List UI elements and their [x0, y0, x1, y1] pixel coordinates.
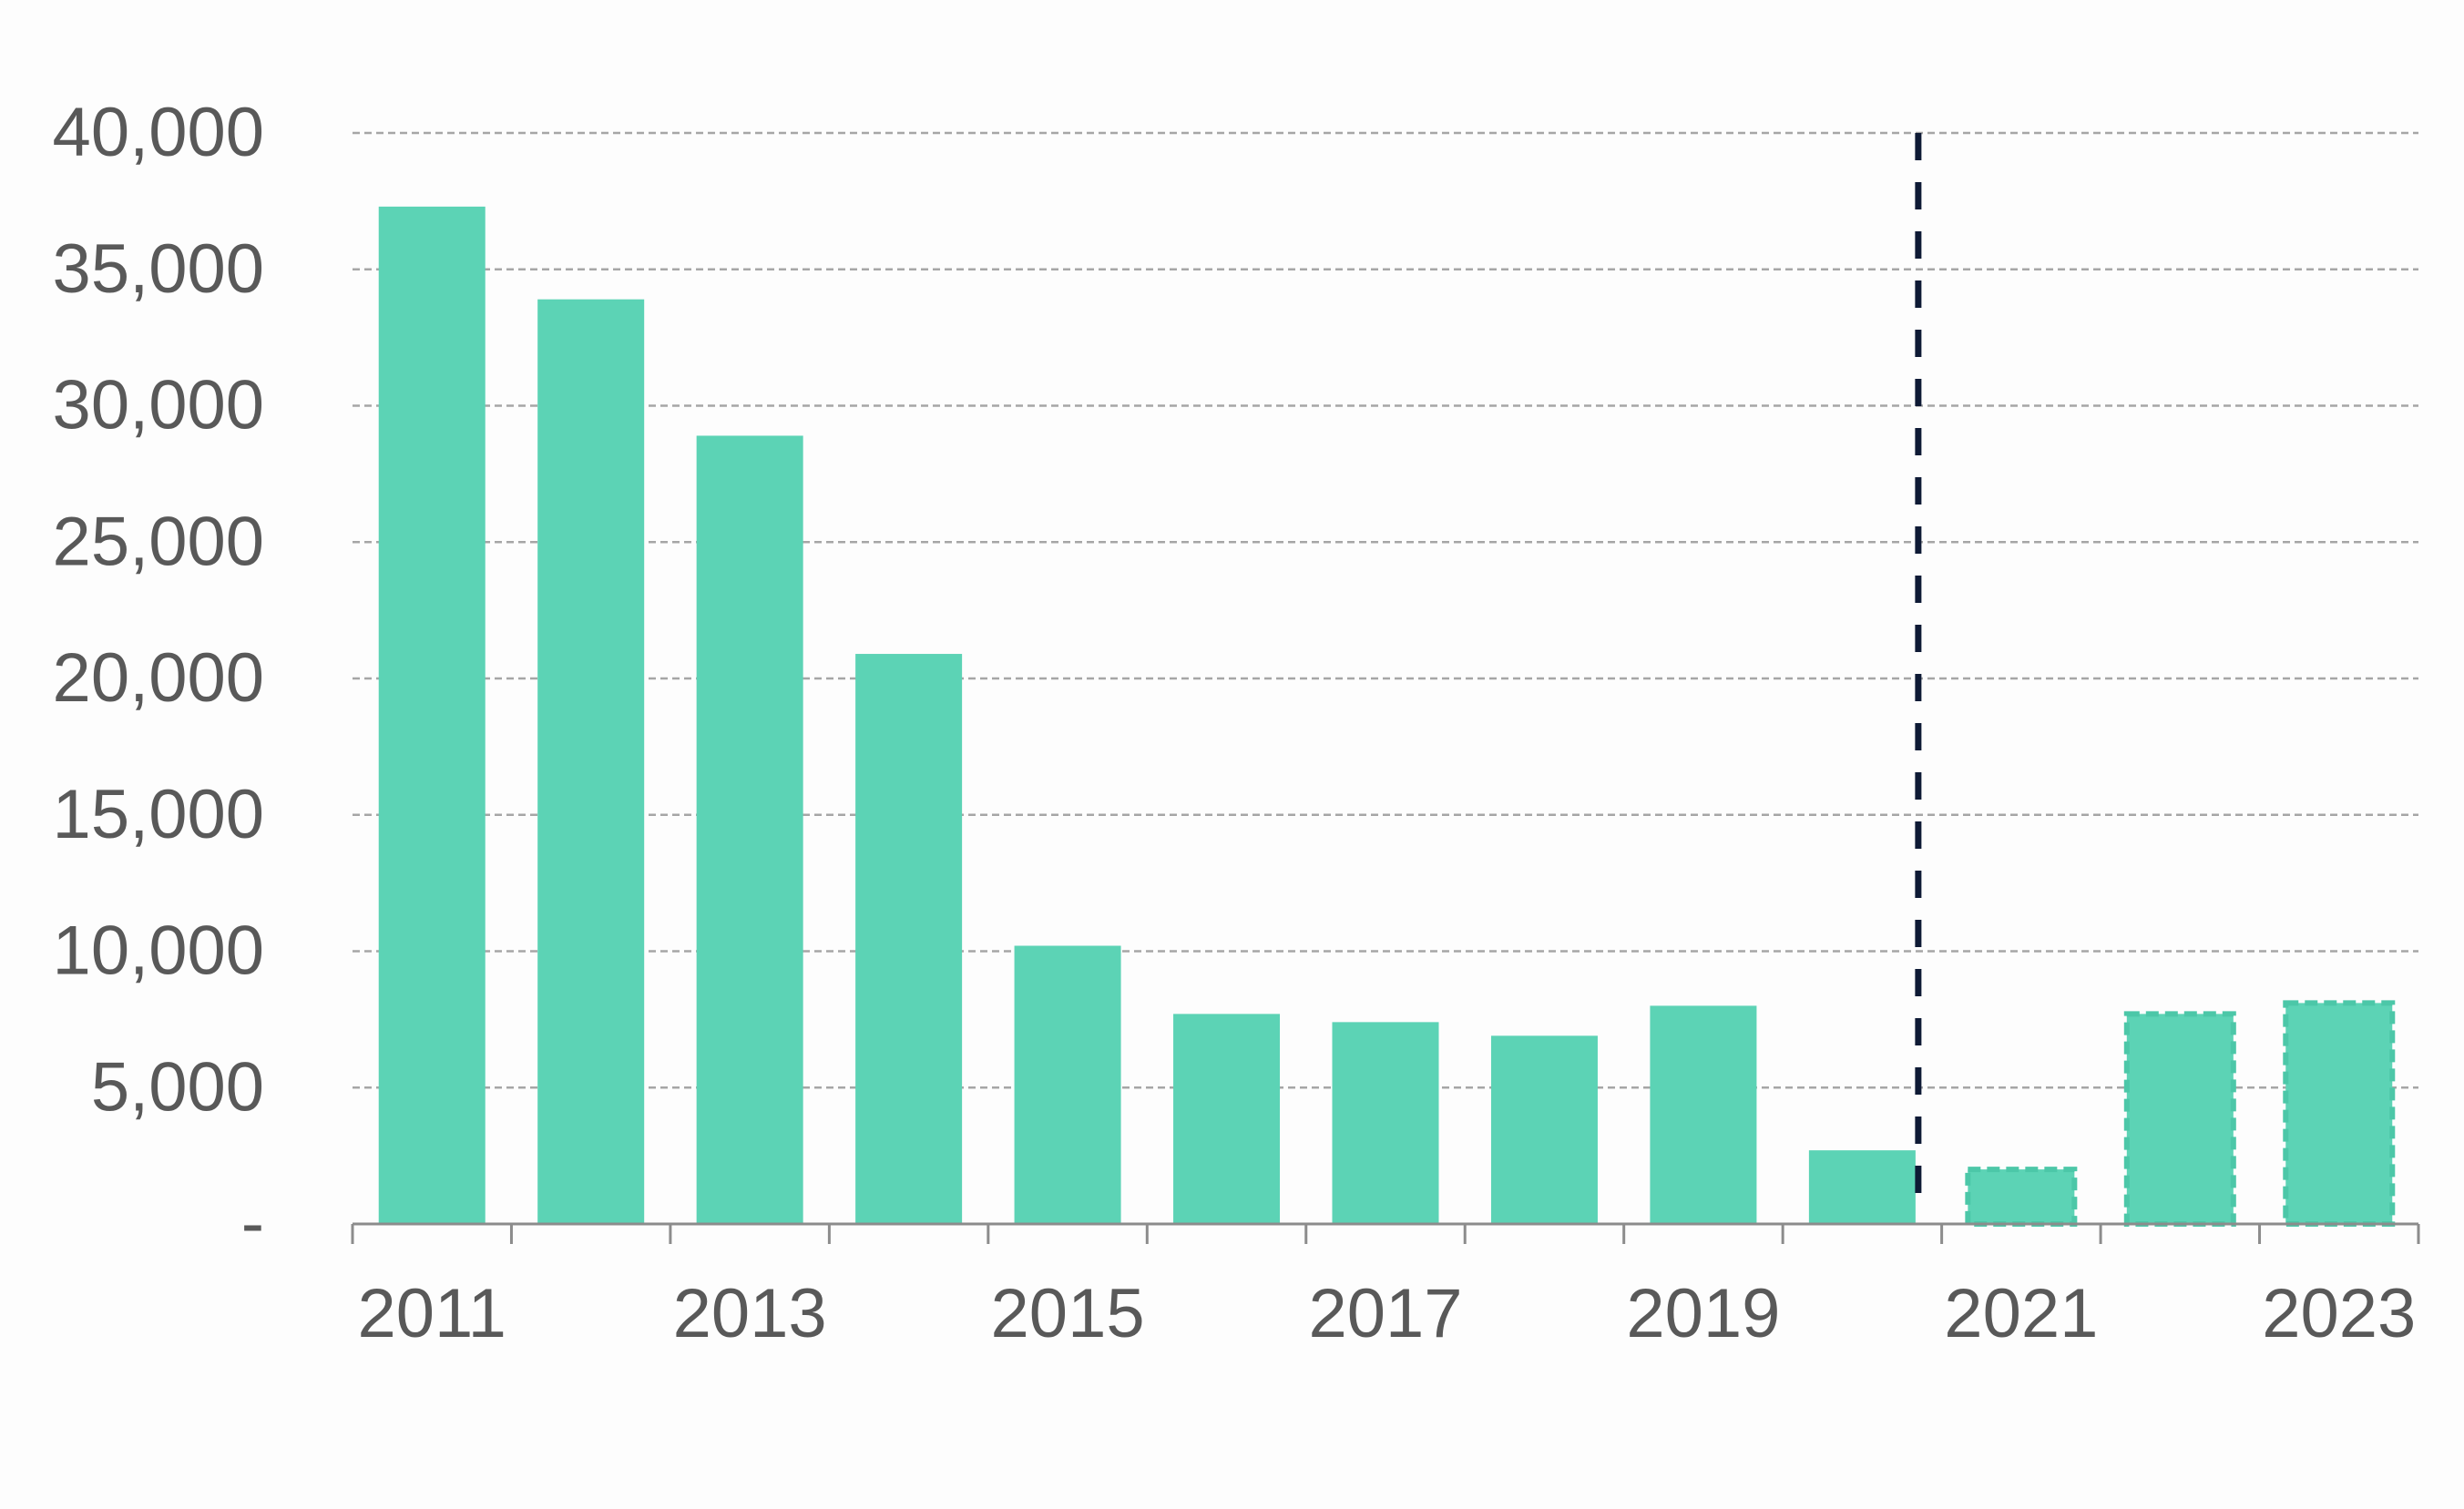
bar-2018 — [1490, 1035, 1598, 1224]
bar-2011 — [378, 206, 486, 1225]
bar-2012 — [537, 299, 645, 1224]
x-tick-label: 2013 — [673, 1275, 827, 1352]
axis-layer — [351, 1222, 2420, 1244]
bar-projected-2021 — [1965, 1167, 2078, 1227]
bar-2020 — [1808, 1150, 1916, 1224]
x-tick-label: 2011 — [358, 1275, 506, 1352]
bar-2017 — [1332, 1022, 1439, 1224]
y-tick-label: 20,000 — [53, 639, 264, 717]
bar-2014 — [855, 654, 963, 1224]
bar-projected-2023 — [2283, 1000, 2396, 1228]
x-tick-labels: 2011 2013 2015 2017 2019 2021 2023 — [358, 1275, 2417, 1352]
y-tick-label: 10,000 — [53, 913, 264, 990]
bar-2016 — [1173, 1014, 1281, 1224]
x-tick-label: 2023 — [2262, 1275, 2416, 1352]
bar-2013 — [696, 435, 803, 1224]
bar-2015 — [1014, 945, 1121, 1224]
y-tick-label: 15,000 — [53, 776, 264, 853]
x-tick-label: 2019 — [1626, 1275, 1780, 1352]
x-tick-label: 2017 — [1308, 1275, 1462, 1352]
bars-layer — [378, 206, 2396, 1228]
grid-layer — [353, 131, 2418, 1089]
x-tick-label: 2021 — [1944, 1275, 2098, 1352]
y-tick-label: 30,000 — [53, 367, 264, 444]
y-tick-label: 25,000 — [53, 503, 264, 580]
bar-2019 — [1650, 1005, 1757, 1224]
y-tick-label: 5,000 — [91, 1048, 264, 1126]
y-tick-labels: - 5,000 10,000 15,000 20,000 25,000 30,000 35,0… — [53, 94, 264, 1262]
y-tick-label: 40,000 — [53, 94, 264, 171]
bar-projected-2022 — [2123, 1011, 2236, 1228]
y-tick-label: - — [241, 1185, 264, 1262]
y-tick-label: 35,000 — [53, 230, 264, 308]
x-tick-label: 2015 — [991, 1275, 1145, 1352]
